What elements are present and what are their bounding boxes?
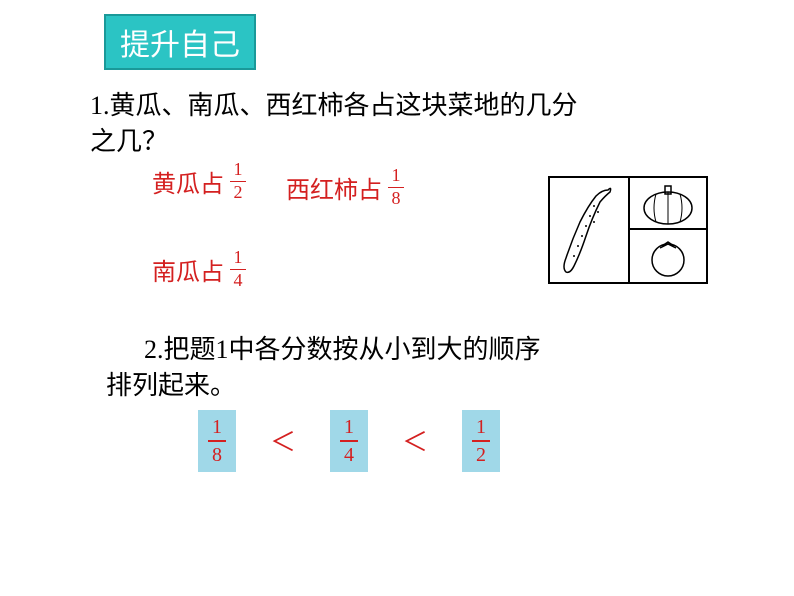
q1-line1: 1.黄瓜、南瓜、西红柿各占这块菜地的几分 <box>90 91 578 120</box>
pumpkin-label: 南瓜占 <box>152 252 224 287</box>
pumpkin-num: 1 <box>231 248 246 268</box>
question-1-text: 1.黄瓜、南瓜、西红柿各占这块菜地的几分 之几？ <box>90 88 578 161</box>
answer-pumpkin: 南瓜占 1 4 <box>152 248 246 291</box>
order-frac-3-num: 1 <box>476 416 486 438</box>
cucumber-num: 1 <box>231 160 246 180</box>
q1-line2: 之几？ <box>90 127 168 156</box>
q2-line1: 2.把题1中各分数按从小到大的顺序 <box>144 335 541 364</box>
diagram-pumpkin-cell <box>630 178 706 230</box>
q2-line2: 排列起来。 <box>106 368 541 404</box>
diagram-cucumber-cell <box>550 178 630 282</box>
order-frac-3: 1 2 <box>462 410 500 472</box>
pumpkin-fraction: 1 4 <box>230 248 246 291</box>
tomato-num: 1 <box>389 166 404 186</box>
order-frac-2: 1 4 <box>330 410 368 472</box>
tomato-fraction: 1 8 <box>388 166 404 209</box>
vegetable-diagram <box>548 176 708 284</box>
cucumber-icon <box>550 178 630 282</box>
tomato-den: 8 <box>389 189 404 209</box>
fraction-bar <box>472 440 490 442</box>
order-frac-1-num: 1 <box>212 416 222 438</box>
answer-tomato: 西红柿占 1 8 <box>286 166 404 209</box>
less-than-2: ＜ <box>402 422 428 459</box>
cucumber-den: 2 <box>231 183 246 203</box>
pumpkin-icon <box>630 178 706 230</box>
order-frac-2-num: 1 <box>344 416 354 438</box>
order-frac-1: 1 8 <box>198 410 236 472</box>
header-title: 提升自己 <box>120 29 240 62</box>
order-frac-1-den: 8 <box>212 444 222 466</box>
answer-cucumber: 黄瓜占 1 2 <box>152 160 246 203</box>
order-frac-3-den: 2 <box>476 444 486 466</box>
question-2-text: 2.把题1中各分数按从小到大的顺序 排列起来。 <box>144 332 541 405</box>
fraction-ordering: 1 8 ＜ 1 4 ＜ 1 2 <box>198 410 500 472</box>
diagram-tomato-cell <box>630 230 706 282</box>
fraction-bar <box>208 440 226 442</box>
cucumber-label: 黄瓜占 <box>152 164 224 199</box>
less-than-1: ＜ <box>270 422 296 459</box>
order-frac-2-den: 4 <box>344 444 354 466</box>
fraction-bar <box>340 440 358 442</box>
tomato-label: 西红柿占 <box>286 170 382 205</box>
cucumber-fraction: 1 2 <box>230 160 246 203</box>
pumpkin-den: 4 <box>231 271 246 291</box>
section-header: 提升自己 <box>104 14 256 70</box>
tomato-icon <box>630 230 706 282</box>
